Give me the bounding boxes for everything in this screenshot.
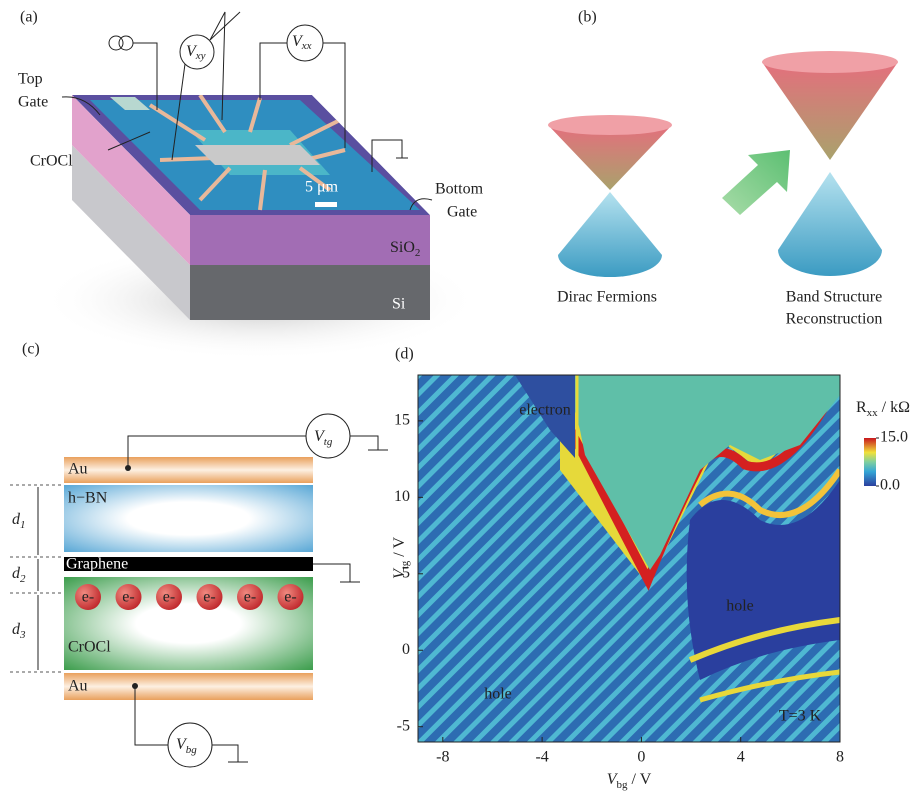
electron-label: e- [82,589,94,606]
crocl-label: CrOCl [30,153,73,170]
d2-label: d2 [12,565,26,585]
annotation: hole [726,598,754,615]
caption: Reconstruction [786,311,883,328]
cone [762,62,898,160]
subscript: xx [867,407,879,419]
unit: / V [628,771,652,788]
crocl-label: CrOCl [68,639,111,656]
text: SiO [390,239,415,256]
contact [132,683,138,689]
text: R [856,399,867,416]
top-gate-label: Top [18,71,43,88]
electron-label: e- [284,589,296,606]
figure: (a) Top Gate CrOCl 5 μm Bottom Gate SiO2… [0,0,915,797]
cone-top [548,115,672,135]
panel-a: (a) Top Gate CrOCl 5 μm Bottom Gate SiO2… [18,9,484,360]
cone-top [762,51,898,73]
electron-label: e- [244,589,256,606]
panel-label: (b) [578,9,597,26]
panel-label: (d) [395,346,414,363]
bottom-gate-label: Gate [447,204,477,221]
cone [558,192,662,277]
x-tick-label: 4 [737,749,745,766]
subscript: xx [301,40,312,52]
x-axis-label: Vbg / V [607,771,652,791]
subscript: bg [186,744,198,756]
au-layer [64,457,313,483]
subscript: 2 [415,247,421,259]
annotation: hole [484,686,512,703]
caption: Band Structure [786,289,882,306]
colorbar-tick-label: 15.0 [880,429,908,446]
graphene-label: Graphene [66,556,128,573]
x-tick-label: 0 [637,749,645,766]
y-tick-label: 10 [394,488,410,505]
contact [125,465,131,471]
panel-b: (b) Dirac Fermions Band Structure Recons… [548,9,898,328]
bottom-gate-label: Bottom [435,181,484,198]
panel-d: (d) Vbg / V Vtg / V Rxx / kΩ -8-4048-505… [391,346,910,791]
page: {"panel_a": {"label": "(a)", "top_gate":… [0,0,915,797]
panel-label: (a) [20,9,38,26]
colorbar [864,438,876,486]
colorbar-tick-label: 0.0 [880,477,900,494]
unit: / kΩ [878,399,910,416]
x-tick-label: -8 [436,749,449,766]
subscript: 1 [20,519,26,531]
electron-label: e- [203,589,215,606]
panel-label: (c) [22,341,40,358]
au-label: Au [68,678,88,695]
subscript: bg [617,779,629,791]
panel-c: e-e-e-e-e-e- (c) Au h−BN Graphene CrOCl … [10,341,388,767]
vxx-label: Vxx [292,33,312,52]
heatmap [418,375,840,742]
y-tick-label: -5 [397,717,410,734]
d1-label: d1 [12,511,26,531]
vxy-label: Vxy [186,43,206,62]
scale-label: 5 μm [305,179,339,196]
annotation: T=3 K [779,708,822,725]
au-layer [64,673,313,700]
hbn-label: h−BN [68,490,108,507]
scale-bar [315,202,337,207]
crocl-layer [64,577,313,670]
si-label: Si [392,296,406,313]
subscript: 3 [19,629,26,641]
arrow [722,150,790,215]
y-tick-label: 5 [402,564,410,581]
subscript: xy [195,50,206,62]
x-tick-label: -4 [535,749,548,766]
annotation: electron [519,402,571,419]
y-tick-label: 15 [394,412,410,429]
subscript: 2 [20,573,26,585]
caption: Dirac Fermions [557,289,657,306]
top-gate-label: Gate [18,94,48,111]
x-tick-label: 8 [836,749,844,766]
subscript: tg [324,436,333,448]
y-tick-label: 0 [402,641,410,658]
colorbar-title: Rxx / kΩ [856,399,910,419]
au-label: Au [68,461,88,478]
electron-label: e- [122,589,134,606]
cone [778,172,882,276]
electron-label: e- [163,589,175,606]
d3-label: d3 [12,621,26,641]
unit: / V [391,537,408,561]
